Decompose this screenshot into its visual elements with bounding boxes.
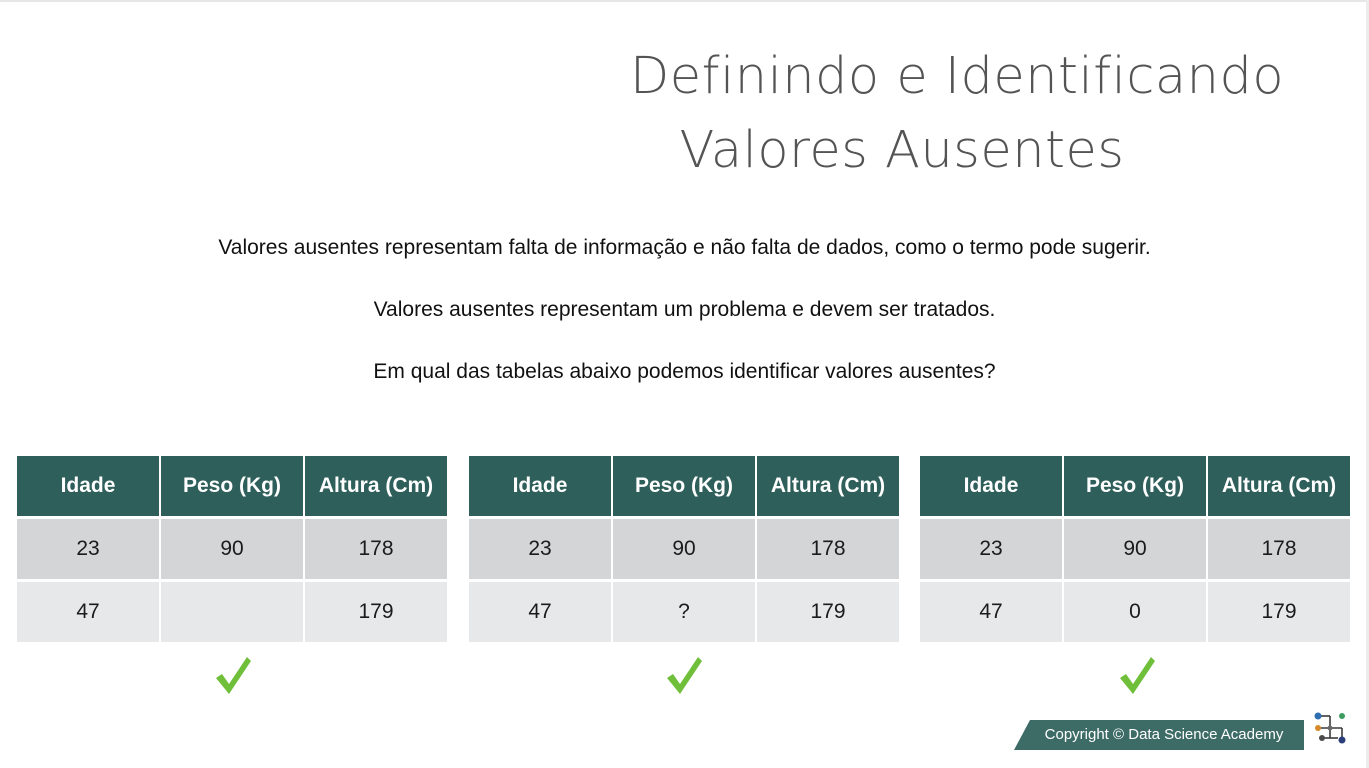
check-mark-icon	[216, 657, 251, 694]
cell-altura: 179	[757, 582, 899, 642]
table-1: Idade Peso (Kg) Altura (Cm) 23 90 178 47…	[15, 456, 449, 642]
cell-idade: 23	[469, 519, 611, 582]
table-row: 47 0 179	[920, 582, 1350, 642]
paragraph-question: Em qual das tabelas abaixo podemos ident…	[373, 360, 996, 383]
cell-idade: 23	[17, 519, 159, 582]
cell-altura: 179	[305, 582, 447, 642]
cell-peso: 90	[161, 519, 303, 582]
table-2: Idade Peso (Kg) Altura (Cm) 23 90 178 47…	[467, 456, 901, 642]
header-peso: Peso (Kg)	[613, 456, 755, 519]
cell-idade: 47	[469, 582, 611, 642]
paragraph-problem: Valores ausentes representam um problema…	[373, 298, 996, 321]
paragraph-definition: Valores ausentes representam falta de in…	[218, 236, 1151, 259]
cell-idade: 23	[920, 519, 1062, 582]
cell-altura: 178	[1208, 519, 1350, 582]
cell-peso: ?	[613, 582, 755, 642]
cell-idade: 47	[17, 582, 159, 642]
copyright-banner: Copyright © Data Science Academy	[1014, 720, 1304, 750]
table-row: 23 90 178	[920, 519, 1350, 582]
table-row: 47 179	[17, 582, 447, 642]
table-3: Idade Peso (Kg) Altura (Cm) 23 90 178 47…	[918, 456, 1352, 642]
table-row: 47 ? 179	[469, 582, 899, 642]
right-border	[1366, 0, 1369, 768]
check-mark-icon	[1120, 657, 1155, 694]
header-idade: Idade	[469, 456, 611, 519]
table-header-row: Idade Peso (Kg) Altura (Cm)	[469, 456, 899, 519]
slide-title: Definindo e Identificando Valores Ausent…	[577, 40, 1337, 188]
check-mark-icon	[667, 657, 702, 694]
table-header-row: Idade Peso (Kg) Altura (Cm)	[17, 456, 447, 519]
dsa-logo-icon	[1314, 712, 1346, 744]
header-altura: Altura (Cm)	[305, 456, 447, 519]
header-peso: Peso (Kg)	[1064, 456, 1206, 519]
cell-idade: 47	[920, 582, 1062, 642]
cell-peso: 90	[613, 519, 755, 582]
cell-altura: 178	[757, 519, 899, 582]
cell-altura: 178	[305, 519, 447, 582]
slide-title-line1: Definindo e Identificando	[629, 47, 1285, 106]
cell-peso: 90	[1064, 519, 1206, 582]
header-altura: Altura (Cm)	[1208, 456, 1350, 519]
header-altura: Altura (Cm)	[757, 456, 899, 519]
table-row: 23 90 178	[469, 519, 899, 582]
header-peso: Peso (Kg)	[161, 456, 303, 519]
table-header-row: Idade Peso (Kg) Altura (Cm)	[920, 456, 1350, 519]
cell-peso: 0	[1064, 582, 1206, 642]
header-idade: Idade	[920, 456, 1062, 519]
cell-peso	[161, 582, 303, 642]
cell-altura: 179	[1208, 582, 1350, 642]
slide-title-line2: Valores Ausentes	[679, 121, 1125, 180]
table-row: 23 90 178	[17, 519, 447, 582]
top-border	[0, 0, 1369, 2]
header-idade: Idade	[17, 456, 159, 519]
